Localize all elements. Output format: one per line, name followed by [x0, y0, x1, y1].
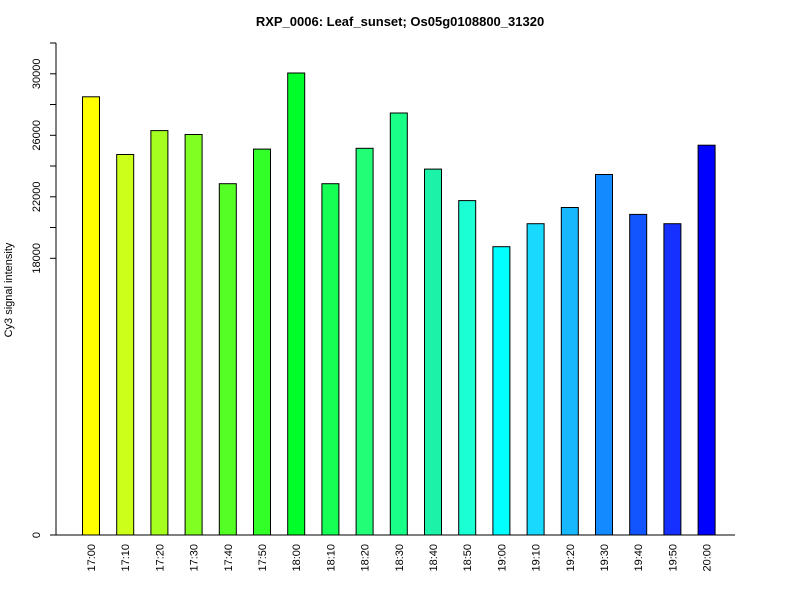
x-tick-label: 19:50 [667, 544, 679, 572]
x-tick-label: 19:20 [565, 544, 577, 572]
x-tick-label: 19:10 [531, 544, 543, 572]
x-tick-label: 19:40 [633, 544, 645, 572]
bar-1720 [150, 130, 169, 536]
x-tick-label: 17:10 [120, 544, 132, 572]
bar-1930 [595, 174, 613, 536]
bar-1950 [663, 223, 682, 536]
x-tick-label: 17:30 [189, 544, 201, 572]
bar-1940 [629, 213, 648, 536]
x-tick-label: 17:00 [86, 544, 98, 572]
x-tick-label: 18:00 [291, 544, 303, 572]
bar-1840 [424, 168, 442, 536]
bar-1710 [116, 154, 135, 536]
y-axis-label: Cy3 signal intensity [3, 242, 15, 337]
x-tick-label: 18:30 [394, 544, 406, 572]
x-tick-label: 20:00 [702, 544, 714, 572]
x-tick-label: 17:40 [223, 544, 235, 572]
y-tick-label: 0 [31, 532, 43, 538]
x-tick-label: 17:50 [257, 544, 269, 572]
x-tick-label: 18:50 [462, 544, 474, 572]
x-tick-label: 18:10 [325, 544, 337, 572]
bar-1700 [82, 96, 100, 536]
x-tick-label: 17:20 [154, 544, 166, 572]
x-tick-label: 18:20 [360, 544, 372, 572]
bar-1740 [218, 183, 237, 536]
y-tick-label: 26000 [31, 120, 43, 151]
axes-layer: 17:00 17:10 17:20 17:30 17:40 17:50 18:00 18:10… [31, 42, 735, 572]
bar-1800 [287, 72, 306, 536]
y-tick-label: 22000 [31, 182, 43, 213]
bar-1900 [492, 246, 511, 536]
bar-2000 [697, 144, 716, 536]
y-tick-label: 30000 [31, 59, 43, 90]
x-tick-label: 19:30 [599, 544, 611, 572]
bar-1810 [321, 183, 340, 536]
bars-layer [82, 72, 716, 536]
bar-1850 [458, 200, 477, 536]
bar-1820 [355, 147, 374, 536]
bar-1830 [389, 112, 408, 536]
bar-1750 [253, 148, 271, 536]
x-tick-label: 19:00 [496, 544, 508, 572]
bar-1910 [526, 223, 545, 536]
x-tick-label: 18:40 [428, 544, 440, 572]
y-tick-label: 18000 [31, 243, 43, 274]
bar-1920 [560, 207, 579, 536]
chart-title: RXP_0006: Leaf_sunset; Os05g0108800_3132… [256, 14, 544, 29]
bar-1730 [184, 134, 203, 536]
